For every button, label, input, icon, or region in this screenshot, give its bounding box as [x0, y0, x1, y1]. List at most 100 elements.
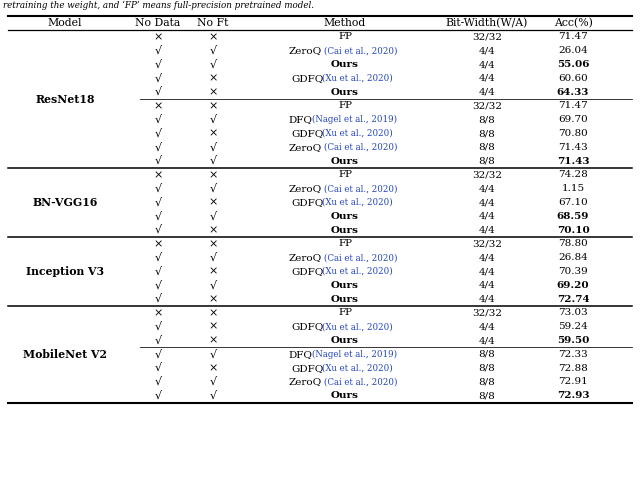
- Text: BN-VGG16: BN-VGG16: [32, 197, 98, 208]
- Text: √: √: [209, 115, 216, 125]
- Text: (Nagel et al., 2019): (Nagel et al., 2019): [312, 350, 397, 359]
- Text: √: √: [154, 46, 161, 56]
- Text: 8/8: 8/8: [479, 157, 495, 165]
- Text: 32/32: 32/32: [472, 102, 502, 110]
- Text: ×: ×: [154, 308, 163, 318]
- Text: 4/4: 4/4: [479, 336, 495, 345]
- Text: FP: FP: [338, 240, 352, 248]
- Text: Ours: Ours: [331, 295, 359, 304]
- Text: ×: ×: [154, 239, 163, 249]
- Text: 8/8: 8/8: [479, 391, 495, 400]
- Text: √: √: [154, 87, 161, 97]
- Text: ZeroQ: ZeroQ: [289, 377, 322, 386]
- Text: Inception V3: Inception V3: [26, 266, 104, 277]
- Text: Ours: Ours: [331, 225, 359, 235]
- Text: √: √: [209, 183, 216, 194]
- Text: √: √: [154, 198, 161, 207]
- Text: 68.59: 68.59: [557, 212, 589, 221]
- Text: 4/4: 4/4: [479, 74, 495, 83]
- Text: 32/32: 32/32: [472, 240, 502, 248]
- Text: √: √: [209, 280, 216, 290]
- Text: ×: ×: [208, 336, 218, 346]
- Text: (Cai et al., 2020): (Cai et al., 2020): [324, 46, 397, 55]
- Text: retraining the weight, and ‘FP’ means full-precision pretrained model.: retraining the weight, and ‘FP’ means fu…: [3, 1, 314, 10]
- Text: Bit-Width(W/A): Bit-Width(W/A): [446, 18, 528, 28]
- Text: √: √: [154, 253, 161, 263]
- Text: (Nagel et al., 2019): (Nagel et al., 2019): [312, 115, 397, 124]
- Text: 67.10: 67.10: [558, 198, 588, 207]
- Text: ×: ×: [208, 225, 218, 235]
- Text: √: √: [154, 294, 161, 304]
- Text: 26.04: 26.04: [558, 46, 588, 55]
- Text: ×: ×: [208, 170, 218, 180]
- Text: 8/8: 8/8: [479, 143, 495, 152]
- Text: √: √: [154, 115, 161, 125]
- Text: (Xu et al., 2020): (Xu et al., 2020): [322, 322, 393, 331]
- Text: (Cai et al., 2020): (Cai et al., 2020): [324, 377, 397, 386]
- Text: ×: ×: [208, 294, 218, 304]
- Text: √: √: [154, 183, 161, 194]
- Text: 69.70: 69.70: [558, 115, 588, 124]
- Text: ×: ×: [208, 239, 218, 249]
- Text: √: √: [154, 128, 161, 139]
- Text: DFQ: DFQ: [289, 350, 313, 359]
- Text: 59.50: 59.50: [557, 336, 589, 345]
- Text: ×: ×: [208, 308, 218, 318]
- Text: √: √: [154, 225, 161, 235]
- Text: GDFQ: GDFQ: [291, 129, 324, 138]
- Text: FP: FP: [338, 308, 352, 317]
- Text: 64.33: 64.33: [557, 88, 589, 97]
- Text: (Xu et al., 2020): (Xu et al., 2020): [322, 198, 393, 207]
- Text: √: √: [154, 73, 161, 83]
- Text: ×: ×: [208, 198, 218, 207]
- Text: Method: Method: [324, 18, 366, 28]
- Text: √: √: [154, 280, 161, 290]
- Text: 8/8: 8/8: [479, 377, 495, 386]
- Text: 4/4: 4/4: [479, 253, 495, 262]
- Text: √: √: [154, 322, 161, 332]
- Text: Model: Model: [48, 18, 83, 28]
- Text: 70.39: 70.39: [558, 267, 588, 276]
- Text: √: √: [209, 156, 216, 166]
- Text: √: √: [154, 266, 161, 277]
- Text: 8/8: 8/8: [479, 364, 495, 373]
- Text: √: √: [154, 363, 161, 373]
- Text: ×: ×: [208, 128, 218, 139]
- Text: 72.93: 72.93: [557, 391, 589, 400]
- Text: √: √: [209, 391, 216, 401]
- Text: 32/32: 32/32: [472, 308, 502, 317]
- Text: √: √: [209, 142, 216, 152]
- Text: 70.10: 70.10: [557, 225, 589, 235]
- Text: √: √: [154, 377, 161, 387]
- Text: (Cai et al., 2020): (Cai et al., 2020): [324, 184, 397, 193]
- Text: 78.80: 78.80: [558, 240, 588, 248]
- Text: 4/4: 4/4: [479, 225, 495, 235]
- Text: ZeroQ: ZeroQ: [289, 184, 322, 193]
- Text: ×: ×: [154, 32, 163, 42]
- Text: ×: ×: [208, 322, 218, 332]
- Text: ZeroQ: ZeroQ: [289, 143, 322, 152]
- Text: √: √: [154, 60, 161, 69]
- Text: 4/4: 4/4: [479, 322, 495, 331]
- Text: √: √: [154, 156, 161, 166]
- Text: ZeroQ: ZeroQ: [289, 46, 322, 55]
- Text: ×: ×: [208, 266, 218, 277]
- Text: MobileNet V2: MobileNet V2: [23, 349, 107, 360]
- Text: (Xu et al., 2020): (Xu et al., 2020): [322, 267, 393, 276]
- Text: √: √: [154, 142, 161, 152]
- Text: √: √: [209, 253, 216, 263]
- Text: No Data: No Data: [136, 18, 180, 28]
- Text: 72.91: 72.91: [558, 377, 588, 386]
- Text: 4/4: 4/4: [479, 184, 495, 193]
- Text: 1.15: 1.15: [561, 184, 584, 193]
- Text: √: √: [154, 211, 161, 221]
- Text: 8/8: 8/8: [479, 350, 495, 359]
- Text: √: √: [209, 377, 216, 387]
- Text: ×: ×: [154, 170, 163, 180]
- Text: 8/8: 8/8: [479, 115, 495, 124]
- Text: GDFQ: GDFQ: [291, 267, 324, 276]
- Text: FP: FP: [338, 102, 352, 110]
- Text: Ours: Ours: [331, 391, 359, 400]
- Text: 60.60: 60.60: [558, 74, 588, 83]
- Text: Acc(%): Acc(%): [554, 18, 593, 28]
